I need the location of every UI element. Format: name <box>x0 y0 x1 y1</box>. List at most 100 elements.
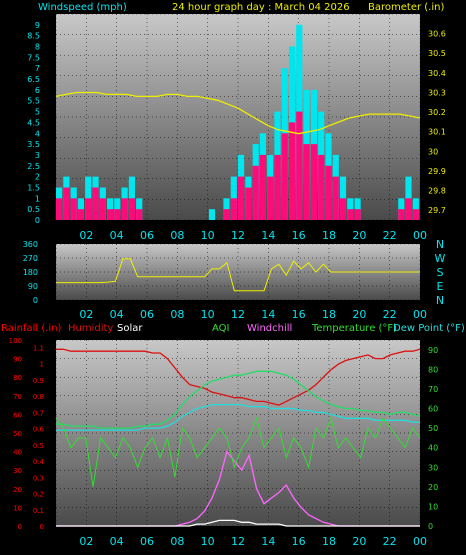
y-tick-rainfall: 0.3 <box>33 474 44 482</box>
x-tick-label: 22 <box>383 308 397 321</box>
barometer-label: Barometer (.in) <box>368 2 444 13</box>
direction-line <box>56 258 420 292</box>
y-tick-rainfall: 0.8 <box>33 393 44 401</box>
legend-aqi: AQI <box>212 323 230 334</box>
y-tick-temperature: 80 <box>428 365 438 374</box>
y-tick-temperature: 10 <box>428 502 438 511</box>
x-tick-label: 00 <box>413 229 427 242</box>
x-tick-label: 10 <box>201 229 215 242</box>
y-tick-temperature: 90 <box>428 346 438 355</box>
y-tick-barometer: 29.8 <box>428 187 446 196</box>
x-tick-label: 08 <box>170 535 184 548</box>
compass-label: W <box>435 252 446 265</box>
y-tick-barometer: 30.6 <box>428 30 446 39</box>
x-tick-label: 02 <box>79 229 93 242</box>
x-tick-label: 06 <box>140 535 154 548</box>
legend-rainfall: Rainfall (.in) <box>1 323 62 334</box>
y-tick-rainfall: 0.5 <box>33 442 44 450</box>
gust-bar <box>296 111 303 220</box>
gust-bar <box>332 176 339 220</box>
x-tick-label: 04 <box>110 308 124 321</box>
windspeed-label: Windspeed (mph) <box>38 2 127 13</box>
gust-bar <box>325 165 332 220</box>
x-tick-label: 14 <box>261 308 275 321</box>
y-tick-rainfall: 0.7 <box>33 409 44 417</box>
y-tick-wind: 1 <box>35 194 40 203</box>
gust-bar <box>274 154 281 220</box>
compass-label: N <box>436 238 444 251</box>
wind-bar <box>136 198 143 220</box>
y-tick-humidity: 60 <box>13 411 22 419</box>
x-tick-label: 04 <box>110 229 124 242</box>
wind-bar <box>114 198 121 220</box>
y-tick-wind: 3 <box>35 151 40 160</box>
compass-label: S <box>437 266 444 279</box>
aqi-line <box>55 416 421 487</box>
gust-bar <box>354 209 361 220</box>
axis-ticks: 0 0.5 1 1.52 2.5 3 3.5 4 4.55 5.5 6 6.5 7 7.58 8.5 9 29.… <box>9 21 446 548</box>
x-tick-label: 18 <box>322 535 336 548</box>
x-tick-label: 16 <box>292 535 306 548</box>
x-tick-label: 12 <box>231 308 245 321</box>
x-tick-label: 16 <box>292 229 306 242</box>
wind-bar <box>223 198 230 220</box>
y-tick-rainfall: 1 <box>40 361 44 369</box>
gust-bar <box>107 209 114 220</box>
y-tick-wind: 8.5 <box>27 32 40 41</box>
y-tick-wind: 0 <box>35 216 40 225</box>
y-tick-humidity: 80 <box>13 374 22 382</box>
temperature-line <box>56 370 421 429</box>
legend-temperature: Temperature (°F) <box>311 323 397 334</box>
x-tick-label: 08 <box>170 308 184 321</box>
gust-bar <box>92 187 99 220</box>
y-tick-humidity: 30 <box>13 467 22 475</box>
gust-bar <box>56 198 63 220</box>
y-tick-wind: 6 <box>35 86 40 95</box>
x-tick-label: 02 <box>79 535 93 548</box>
wind-bar <box>107 198 114 220</box>
y-tick-humidity: 20 <box>13 486 22 494</box>
y-tick-wind: 3.5 <box>27 140 40 149</box>
y-tick-humidity: 70 <box>13 393 22 401</box>
y-tick-barometer: 30.1 <box>428 128 446 137</box>
gust-bar <box>318 154 325 220</box>
humidity-line <box>56 348 421 406</box>
y-tick-temperature: 60 <box>428 405 438 414</box>
y-tick-wind: 0.5 <box>27 205 40 214</box>
y-tick-barometer: 29.9 <box>428 167 446 176</box>
y-tick-wind: 1.5 <box>27 183 40 192</box>
y-tick-barometer: 30.5 <box>428 49 446 58</box>
y-tick-humidity: 10 <box>13 504 22 512</box>
compass-label: E <box>437 280 444 293</box>
y-tick-wind: 6.5 <box>27 75 40 84</box>
x-tick-label: 02 <box>79 308 93 321</box>
y-tick-direction: 90 <box>28 282 38 291</box>
y-tick-temperature: 0 <box>428 522 433 531</box>
y-tick-humidity: 90 <box>13 356 22 364</box>
x-tick-label: 22 <box>383 535 397 548</box>
y-tick-rainfall: 0.6 <box>33 426 45 434</box>
y-tick-barometer: 30.2 <box>428 108 446 117</box>
gust-bar <box>223 209 230 220</box>
y-tick-wind: 4 <box>35 129 40 138</box>
x-tick-label: 12 <box>231 535 245 548</box>
gust-bar <box>347 209 354 220</box>
gust-bar <box>252 165 259 220</box>
y-tick-direction: 0 <box>33 296 38 305</box>
gust-bar <box>114 209 121 220</box>
legend-humidity: Humidity <box>68 323 113 334</box>
gust-bar <box>289 122 296 220</box>
barometer-line <box>55 91 421 135</box>
y-tick-humidity: 100 <box>9 337 22 345</box>
y-tick-wind: 2.5 <box>27 162 40 171</box>
y-tick-barometer: 30.4 <box>428 69 446 78</box>
legend-dewpoint: Dew Point (°F) <box>393 323 465 334</box>
gust-bar <box>238 176 245 220</box>
gust-bar <box>77 209 84 220</box>
y-tick-wind: 8 <box>35 43 40 52</box>
y-tick-barometer: 30.3 <box>428 88 446 97</box>
gust-bar <box>85 198 92 220</box>
y-tick-temperature: 40 <box>428 444 438 453</box>
y-tick-humidity: 40 <box>13 449 22 457</box>
wind-bar <box>77 198 84 220</box>
